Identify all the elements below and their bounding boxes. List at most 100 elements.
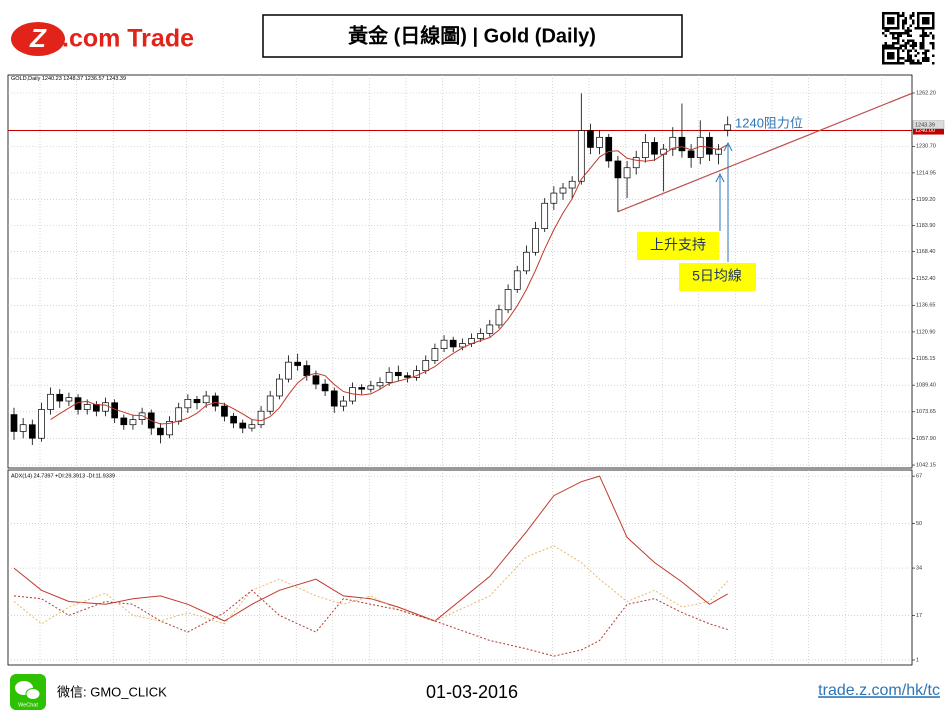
y-tick-label: 1262.20 [916, 90, 936, 96]
qr-cell [882, 12, 885, 15]
qr-cell [932, 37, 935, 40]
candle-body [596, 136, 603, 148]
qr-cell [902, 27, 905, 30]
qr-cell [894, 47, 897, 50]
qr-cell [889, 54, 892, 57]
qr-cell [897, 32, 900, 35]
candle-body [321, 383, 329, 392]
candle-body [157, 427, 164, 436]
qr-cell [924, 59, 927, 62]
qr-cell [909, 39, 912, 42]
qr-cell [912, 22, 915, 25]
qr-cell [897, 37, 900, 40]
qr-cell [909, 62, 912, 65]
qr-cell [904, 17, 907, 20]
url[interactable]: trade.z.com/hk/tc [818, 682, 940, 699]
axes: 1262.20 1230.70 1214.95 1199.20 1183.90 1168.… [912, 90, 945, 663]
qr-cell [882, 62, 885, 65]
candle-body [404, 375, 411, 378]
footer: WeChat 微信: GMO_CLICK 01-03-2016 trade.z.… [10, 674, 940, 710]
candle-body [523, 251, 530, 272]
qr-cell [902, 12, 905, 15]
candle-body [211, 395, 219, 407]
qr-cell [907, 27, 910, 30]
qr-cell [887, 62, 890, 65]
qr-cell [887, 52, 890, 55]
candle-body [120, 417, 128, 426]
qr-cell [909, 49, 912, 52]
qr-cell [892, 62, 895, 65]
qr-cell [897, 57, 900, 60]
qr-cell [897, 14, 900, 17]
title: 黃金 (日線圖) | Gold (Daily) [348, 23, 596, 47]
qr-cell [924, 27, 927, 30]
qr-cell [882, 49, 885, 52]
candle-body [193, 399, 201, 404]
candle-body [340, 400, 347, 407]
candle-body [358, 387, 366, 390]
qr-cell [917, 24, 920, 27]
qr-cell [887, 17, 890, 20]
qr-cell [922, 32, 925, 35]
qr-cell [889, 27, 892, 30]
qr-code [880, 10, 936, 66]
qr-cell [902, 57, 905, 60]
y-tick-label: 1136.65 [916, 303, 935, 309]
logo-badge [11, 22, 65, 56]
wechat-bubble [25, 688, 41, 700]
qr-cell [887, 27, 890, 30]
qr-cell [892, 42, 895, 45]
high: 1248.37 [63, 76, 83, 82]
qr-cell [887, 22, 890, 25]
qr-cell [897, 27, 900, 30]
support-note-box [637, 232, 719, 260]
candle-body [440, 339, 448, 349]
qr-cell [907, 59, 910, 62]
qr-cell [902, 24, 905, 27]
ma-arrow-head [723, 141, 733, 152]
qr-cell [892, 37, 895, 40]
candle-body [724, 124, 732, 131]
qr-cell [894, 32, 897, 35]
candle-body [660, 148, 668, 155]
candle-body [376, 382, 384, 387]
qr-cell [882, 52, 885, 55]
candle-body [248, 424, 256, 429]
qr-cell [914, 62, 917, 65]
qr-cell [882, 24, 885, 27]
y-tick-label: 1214.95 [916, 170, 936, 176]
qr-cell [912, 19, 915, 22]
qr-cell [929, 42, 932, 45]
qr-cell [917, 12, 920, 15]
y-tick-label: 1199.20 [916, 197, 935, 203]
qr-cell [884, 44, 887, 47]
qr-cell [912, 12, 915, 15]
qr-cell [932, 12, 935, 15]
qr-cell [887, 57, 890, 60]
qr-cell [909, 29, 912, 32]
support-note: 上升支持 [650, 237, 706, 253]
qr-cell [892, 17, 895, 20]
qr-cell [912, 14, 915, 17]
qr-cell [897, 24, 900, 27]
qr-cell [922, 12, 925, 15]
candle-body [312, 375, 320, 385]
qr-cell [919, 47, 922, 50]
qr-cell [884, 62, 887, 65]
qr-cell [882, 57, 885, 60]
qr-cell [889, 32, 892, 35]
qr-cell [917, 22, 920, 25]
qr-cell [922, 27, 925, 30]
qr-cell [912, 62, 915, 65]
qr-cell [912, 59, 915, 62]
candle-body [422, 360, 430, 371]
candle-body [459, 343, 466, 348]
candle-body [56, 393, 64, 402]
candle-body [74, 397, 82, 410]
open: 1240.23 [42, 76, 62, 82]
qr-cell [932, 54, 935, 57]
qr-cell [897, 62, 900, 65]
qr-cell [892, 34, 895, 37]
indicator-line [13, 589, 728, 657]
qr-cell [919, 44, 922, 47]
